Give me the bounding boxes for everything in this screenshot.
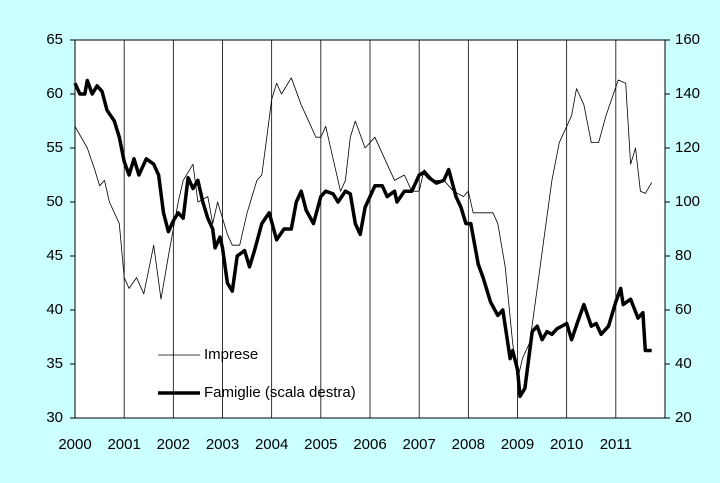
y-tick-label: 45 — [46, 247, 63, 264]
y2-tick-label: 140 — [675, 85, 700, 102]
y-tick-label: 50 — [46, 193, 63, 210]
legend-label: Imprese — [204, 346, 258, 363]
y-tick-label: 60 — [46, 85, 63, 102]
x-tick-label: 2004 — [255, 436, 288, 453]
y-tick-label: 55 — [46, 139, 63, 156]
y2-tick-label: 20 — [675, 409, 692, 426]
x-tick-label: 2010 — [550, 436, 583, 453]
y2-tick-label: 100 — [675, 193, 700, 210]
y2-tick-label: 60 — [675, 301, 692, 318]
y2-tick-label: 120 — [675, 139, 700, 156]
x-tick-label: 2005 — [304, 436, 337, 453]
x-tick-label: 2003 — [206, 436, 239, 453]
y2-tick-label: 80 — [675, 247, 692, 264]
y-tick-label: 40 — [46, 301, 63, 318]
y-tick-label: 30 — [46, 409, 63, 426]
x-tick-label: 2011 — [600, 436, 632, 453]
x-tick-label: 2002 — [157, 436, 190, 453]
legend-label: Famiglie (scala destra) — [204, 384, 356, 401]
x-tick-label: 2006 — [353, 436, 386, 453]
y-tick-label: 65 — [46, 31, 63, 48]
x-tick-label: 2009 — [501, 436, 534, 453]
x-tick-label: 2007 — [402, 436, 435, 453]
x-tick-label: 2000 — [58, 436, 91, 453]
series-line — [73, 78, 652, 399]
plot-border — [74, 39, 666, 419]
y-tick-label: 35 — [46, 355, 63, 372]
x-tick-label: 2008 — [452, 436, 485, 453]
y2-tick-label: 40 — [675, 355, 692, 372]
y2-tick-label: 160 — [675, 31, 700, 48]
x-tick-label: 2001 — [107, 436, 140, 453]
